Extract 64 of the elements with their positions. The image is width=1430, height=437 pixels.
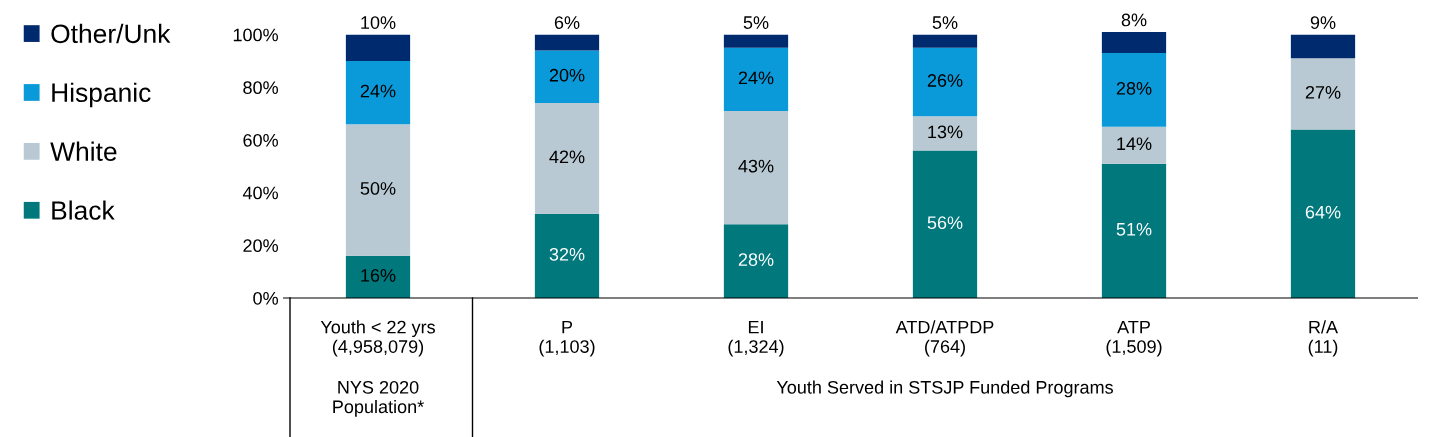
legend-label: Black [52, 200, 115, 220]
data-label: 5% [743, 16, 769, 29]
y-tick-label: 20% [243, 239, 278, 253]
bar [723, 34, 789, 48]
data-label: 64% [1305, 205, 1341, 219]
data-label: 5% [932, 16, 958, 29]
y-tick-label: 80% [243, 81, 278, 95]
data-label: 14% [1117, 137, 1152, 151]
data-label: 8% [1121, 13, 1147, 27]
bar [1101, 53, 1167, 127]
bar [345, 255, 411, 298]
data-label: 42% [549, 150, 585, 164]
data-label: 43% [738, 159, 774, 173]
bar [345, 124, 411, 256]
y-tick-label: 60% [243, 133, 278, 147]
x-tick-label: ATD/ATPDP (764) [895, 320, 994, 357]
legend-label: Other/Unk [51, 23, 171, 44]
bar [1290, 129, 1356, 298]
y-tick-label: 0% [253, 291, 278, 305]
bar [723, 47, 789, 112]
bar [345, 60, 411, 125]
bar [1290, 58, 1356, 130]
y-tick-label: 40% [242, 186, 278, 200]
data-label: 9% [1310, 16, 1336, 29]
bar [534, 103, 600, 214]
data-label: 56% [927, 216, 963, 230]
data-label: 32% [549, 247, 585, 261]
y-tick-label: 100% [233, 28, 278, 42]
bar [723, 224, 789, 298]
bar [1101, 126, 1167, 164]
bar [534, 50, 600, 104]
bar [912, 116, 978, 151]
text: NYS 2020 Population* [333, 380, 424, 417]
data-label: 24% [738, 71, 774, 85]
data-label: 28% [738, 253, 774, 266]
bar [1290, 34, 1356, 59]
data-label: 27% [1305, 85, 1341, 99]
data-label: 28% [1116, 82, 1152, 95]
x-tick-label: Youth < 22 yrs (4,958,079) [320, 320, 435, 357]
bar [1101, 163, 1167, 298]
x-tick-label: EI (1,324) [728, 320, 784, 357]
bar [912, 47, 978, 117]
data-label: 26% [927, 74, 963, 87]
bar [345, 34, 411, 61]
data-label: 13% [928, 125, 963, 139]
data-label: 16% [361, 268, 396, 282]
bar [534, 34, 600, 51]
data-label: 51% [1116, 222, 1152, 236]
bar [912, 150, 978, 298]
bar [1101, 32, 1167, 54]
text: Youth Served in STSJP Funded Programs [776, 380, 1113, 398]
x-tick-label: P (1,103) [539, 320, 595, 357]
bar [723, 111, 789, 225]
data-label: 6% [554, 16, 580, 29]
legend-label: Hispanic [52, 82, 151, 108]
data-label: 50% [360, 182, 396, 195]
x-tick-label: ATP (1,509) [1106, 320, 1162, 357]
x-tick-label: R/A (11) [1308, 320, 1339, 357]
data-label: 24% [360, 84, 396, 98]
bar [912, 34, 978, 48]
bar [534, 213, 600, 298]
legend-label: White [50, 141, 117, 161]
data-label: 10% [361, 16, 396, 29]
data-label: 20% [549, 68, 585, 82]
